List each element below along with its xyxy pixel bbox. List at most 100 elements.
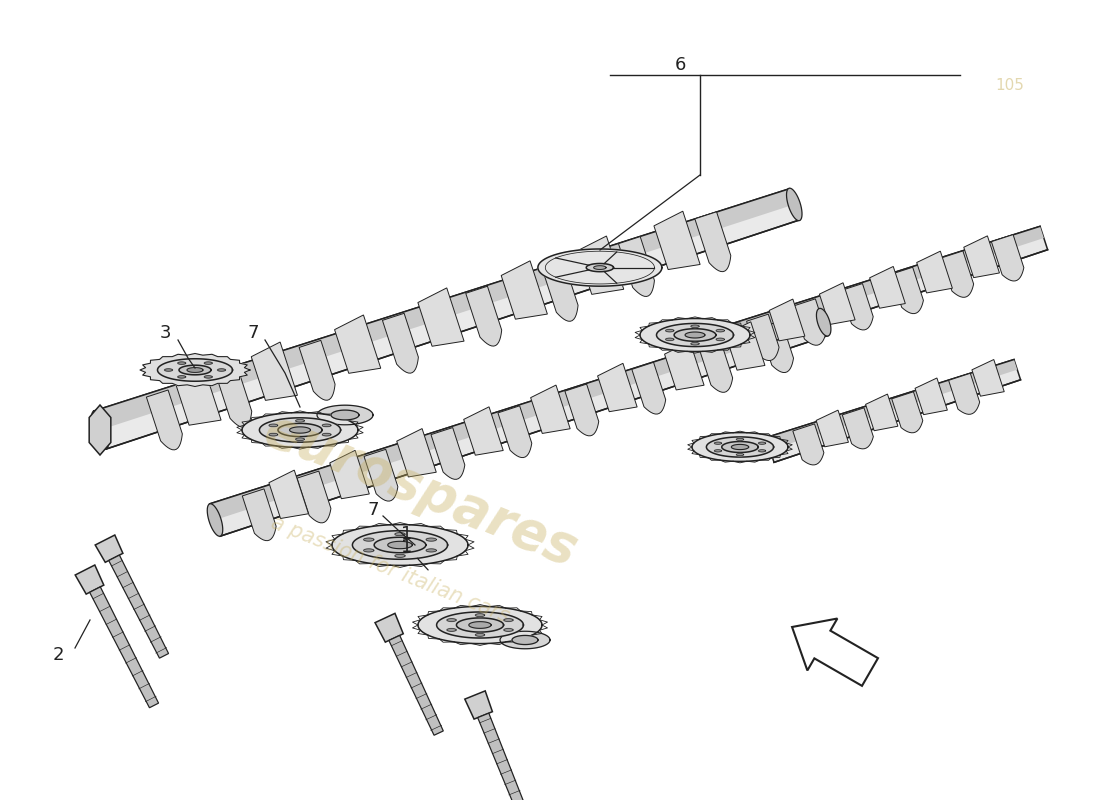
Polygon shape bbox=[747, 314, 779, 361]
Polygon shape bbox=[716, 330, 725, 332]
Polygon shape bbox=[786, 188, 802, 221]
Polygon shape bbox=[530, 385, 570, 434]
Polygon shape bbox=[437, 612, 524, 638]
Polygon shape bbox=[465, 286, 502, 346]
Polygon shape bbox=[500, 631, 550, 649]
Polygon shape bbox=[397, 429, 437, 477]
Polygon shape bbox=[270, 424, 277, 426]
Polygon shape bbox=[389, 635, 443, 735]
Polygon shape bbox=[691, 342, 700, 345]
Polygon shape bbox=[456, 618, 504, 632]
Polygon shape bbox=[685, 332, 705, 338]
Polygon shape bbox=[299, 340, 336, 400]
Polygon shape bbox=[464, 407, 503, 455]
Polygon shape bbox=[364, 549, 374, 552]
Text: 105: 105 bbox=[996, 78, 1024, 93]
Text: eurospares: eurospares bbox=[255, 403, 584, 577]
Polygon shape bbox=[242, 413, 358, 447]
Polygon shape bbox=[364, 538, 374, 541]
Polygon shape bbox=[766, 359, 1018, 450]
Polygon shape bbox=[216, 367, 252, 427]
Polygon shape bbox=[296, 438, 305, 441]
Polygon shape bbox=[565, 384, 598, 436]
Polygon shape bbox=[140, 354, 250, 386]
Polygon shape bbox=[210, 309, 824, 520]
Polygon shape bbox=[502, 261, 548, 319]
Polygon shape bbox=[725, 226, 1047, 354]
Polygon shape bbox=[334, 315, 381, 374]
Polygon shape bbox=[89, 405, 111, 455]
Polygon shape bbox=[364, 450, 398, 501]
Polygon shape bbox=[205, 362, 212, 364]
Polygon shape bbox=[504, 629, 513, 631]
Polygon shape bbox=[716, 338, 725, 341]
Polygon shape bbox=[94, 189, 794, 430]
Polygon shape bbox=[297, 471, 331, 523]
Text: 7: 7 bbox=[367, 501, 378, 519]
Polygon shape bbox=[766, 359, 1021, 462]
Polygon shape bbox=[948, 374, 980, 414]
Polygon shape bbox=[218, 369, 226, 371]
Polygon shape bbox=[109, 555, 168, 658]
Polygon shape bbox=[972, 359, 1004, 396]
Polygon shape bbox=[758, 450, 766, 452]
Polygon shape bbox=[447, 618, 456, 622]
Polygon shape bbox=[75, 565, 103, 594]
Polygon shape bbox=[542, 262, 579, 322]
Polygon shape bbox=[260, 418, 341, 442]
Polygon shape bbox=[96, 535, 123, 562]
Polygon shape bbox=[175, 367, 221, 425]
Polygon shape bbox=[317, 406, 373, 425]
Polygon shape bbox=[692, 433, 788, 462]
Polygon shape bbox=[578, 236, 624, 294]
Polygon shape bbox=[691, 325, 700, 327]
Polygon shape bbox=[597, 363, 637, 412]
Polygon shape bbox=[769, 299, 805, 341]
Polygon shape bbox=[187, 368, 204, 372]
Polygon shape bbox=[210, 309, 828, 536]
Polygon shape bbox=[695, 212, 730, 272]
Polygon shape bbox=[418, 288, 464, 346]
Polygon shape bbox=[538, 249, 662, 286]
Polygon shape bbox=[383, 314, 418, 373]
Polygon shape bbox=[760, 321, 793, 373]
Polygon shape bbox=[698, 341, 733, 392]
Polygon shape bbox=[916, 251, 953, 293]
Polygon shape bbox=[447, 629, 456, 631]
Polygon shape bbox=[725, 322, 764, 370]
Polygon shape bbox=[840, 283, 873, 330]
Polygon shape bbox=[664, 342, 704, 390]
Polygon shape bbox=[866, 394, 898, 430]
Polygon shape bbox=[891, 267, 923, 314]
Polygon shape bbox=[146, 390, 183, 450]
Polygon shape bbox=[426, 538, 437, 541]
Polygon shape bbox=[475, 614, 485, 617]
Polygon shape bbox=[816, 410, 848, 447]
Polygon shape bbox=[205, 376, 212, 378]
Polygon shape bbox=[207, 504, 222, 536]
Polygon shape bbox=[843, 408, 873, 449]
Polygon shape bbox=[964, 236, 1000, 278]
Polygon shape bbox=[618, 237, 654, 297]
Polygon shape bbox=[915, 378, 947, 414]
Polygon shape bbox=[653, 211, 700, 270]
Polygon shape bbox=[395, 554, 405, 558]
Polygon shape bbox=[268, 470, 308, 518]
Polygon shape bbox=[178, 376, 186, 378]
Polygon shape bbox=[330, 450, 370, 498]
Polygon shape bbox=[816, 308, 831, 336]
Polygon shape bbox=[793, 424, 824, 465]
Polygon shape bbox=[89, 587, 158, 708]
Polygon shape bbox=[178, 362, 186, 364]
Polygon shape bbox=[331, 410, 359, 420]
Polygon shape bbox=[706, 437, 773, 457]
Polygon shape bbox=[586, 263, 614, 272]
Polygon shape bbox=[278, 423, 322, 437]
Polygon shape bbox=[674, 329, 716, 342]
Polygon shape bbox=[942, 251, 974, 298]
Polygon shape bbox=[892, 392, 923, 433]
Polygon shape bbox=[251, 342, 297, 400]
Polygon shape bbox=[322, 434, 331, 436]
Polygon shape bbox=[870, 266, 905, 308]
Polygon shape bbox=[758, 442, 766, 444]
